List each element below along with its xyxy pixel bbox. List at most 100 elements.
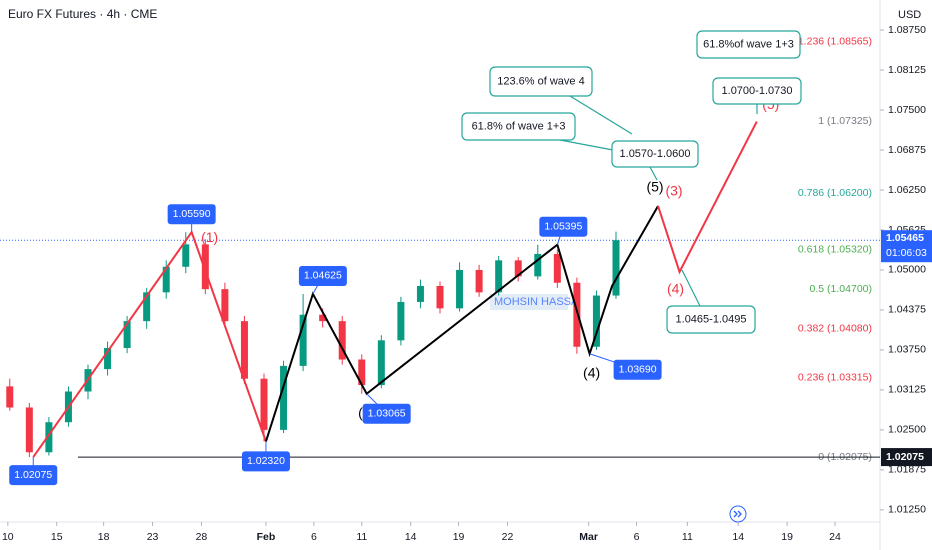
fib-label: 0.5 (1.04700) <box>810 283 872 295</box>
candle-body <box>280 365 288 430</box>
candle-body <box>260 378 268 430</box>
last-price-tag <box>881 230 932 263</box>
base-price-tag <box>881 448 932 467</box>
x-tick-label: 28 <box>196 531 208 543</box>
fib-label: 0.786 (1.06200) <box>798 187 872 199</box>
watermark: MOHSIN HASSA <box>494 296 579 308</box>
candle-body <box>456 269 464 309</box>
x-tick-label: 18 <box>98 531 110 543</box>
candle-body <box>143 292 151 322</box>
x-tick-label: 19 <box>781 531 793 543</box>
x-tick-label: Mar <box>579 531 598 543</box>
base-price-label: 1.02075 <box>886 451 924 463</box>
callout-box <box>461 112 576 141</box>
x-tick-label: 15 <box>51 531 63 543</box>
wave-label: (3) <box>665 183 682 199</box>
candle-body <box>240 321 248 379</box>
callout-box <box>712 77 802 105</box>
callout-box <box>489 66 593 97</box>
price-tag: 1.02320 <box>247 455 285 467</box>
candle-body <box>6 386 14 408</box>
chart-title: Euro FX Futures · 4h · CME <box>8 7 157 21</box>
callout-text: 1.0700-1.0730 <box>722 85 793 97</box>
y-tick-label: 1.05000 <box>888 264 926 276</box>
callout-text: 123.6% of wave 4 <box>497 75 584 87</box>
callout-text: 61.8%of wave 1+3 <box>703 38 794 50</box>
y-tick-label: 1.08750 <box>888 24 926 36</box>
currency: USD <box>898 9 921 21</box>
candle-body <box>534 253 542 277</box>
scroll-icon <box>733 510 742 518</box>
watermark-bg <box>490 294 568 310</box>
y-tick-label: 1.03750 <box>888 344 926 356</box>
price-tag-bg <box>613 359 662 380</box>
candle-body <box>475 269 483 293</box>
y-tick-label: 1.04375 <box>888 304 926 316</box>
wave-label: (1) <box>201 229 218 245</box>
countdown: 01:06:03 <box>886 247 927 259</box>
x-tick-label: 11 <box>356 531 367 543</box>
candle-body <box>201 244 209 290</box>
y-tick-label: 1.08125 <box>888 64 926 76</box>
x-tick-label: 14 <box>732 531 744 543</box>
fib-label: 0.382 (1.04080) <box>798 323 872 335</box>
price-tag-bg <box>362 403 411 424</box>
callout-text: 61.8% of wave 1+3 <box>472 120 566 132</box>
x-tick-label: 22 <box>502 531 514 543</box>
callout-pointer <box>681 269 701 307</box>
scroll-button[interactable] <box>729 505 747 523</box>
candle-body <box>416 285 424 302</box>
price-tag-bg <box>241 451 290 472</box>
plot: MOHSIN HASSA 1.236 (1.08565) 1 (1.07325) 0.… <box>0 30 880 486</box>
candle-body <box>514 260 522 277</box>
candle-body <box>592 295 600 347</box>
wave-label: (5) <box>646 179 663 195</box>
price-tag-bg <box>167 204 216 225</box>
callout-text: 1.0465-1.0495 <box>676 313 747 325</box>
wave-line <box>657 121 758 275</box>
x-tick-label: 23 <box>147 531 159 543</box>
y-tick-label: 1.06875 <box>888 144 926 156</box>
y-tick-label: 1.01875 <box>888 464 926 476</box>
y-tick-label: 1.06250 <box>888 184 926 196</box>
candle-body <box>319 314 327 322</box>
candle-body <box>123 321 131 348</box>
x-tick-label: 11 <box>682 531 693 543</box>
fib-label: 1 (1.07325) <box>818 115 872 127</box>
callout-box <box>666 305 756 334</box>
candle-body <box>436 285 444 309</box>
fib-label: 0.618 (1.05320) <box>798 243 872 255</box>
y-tick-label: 1.07500 <box>888 104 926 116</box>
callout-text: 1.0570-1.0600 <box>620 148 691 160</box>
candle-body <box>162 266 170 293</box>
price-tag: 1.05590 <box>173 208 211 220</box>
fib-label: 0.236 (1.03315) <box>798 372 872 384</box>
wave-label: (4) <box>583 364 600 380</box>
price-tag: 1.03690 <box>619 364 657 376</box>
callout-box <box>611 140 699 168</box>
candle-body <box>377 340 385 386</box>
x-tick-label: 24 <box>829 531 841 543</box>
x-tick-label: 19 <box>453 531 465 543</box>
candle-body <box>358 359 366 386</box>
candle-body <box>338 321 346 360</box>
price-tag: 1.05395 <box>544 220 582 232</box>
candle-body <box>299 314 307 366</box>
candle-body <box>573 282 581 347</box>
y-tick-label: 1.02500 <box>888 424 926 436</box>
candle-body <box>495 260 503 293</box>
fib-label: 1.236 (1.08565) <box>798 36 872 48</box>
callout-box <box>696 30 801 59</box>
x-tick-label: 10 <box>2 531 14 543</box>
x-tick-label: 6 <box>311 531 317 543</box>
y-tick-label: 1.01250 <box>888 504 926 516</box>
price-tag-bg <box>298 265 347 286</box>
candle-body <box>612 240 620 296</box>
price-tag: 1.02075 <box>14 469 52 481</box>
candle-body <box>397 301 405 341</box>
y-tick-label: 1.03125 <box>888 384 926 396</box>
candle-body <box>25 407 33 453</box>
x-tick-label: 14 <box>405 531 417 543</box>
x-tick-label: Feb <box>257 531 276 543</box>
